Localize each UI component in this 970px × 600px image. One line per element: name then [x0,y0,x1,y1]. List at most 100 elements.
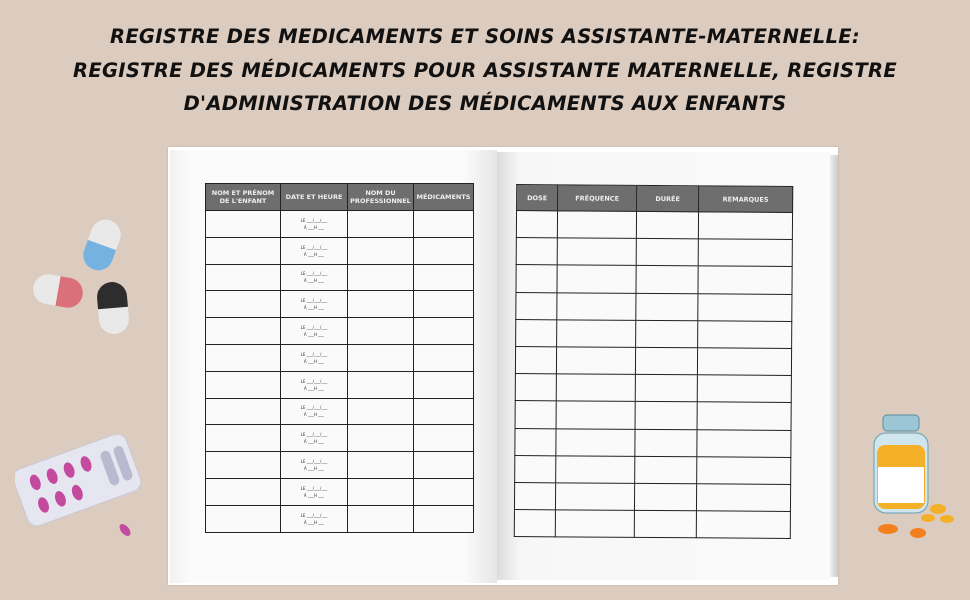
table-cell [697,402,792,430]
table-row: LE ___/___/___ À ___H ___ [205,343,474,372]
table-cell [516,210,558,239]
table-cell [556,346,636,375]
table-cell: LE ___/___/___ À ___H ___ [280,504,348,533]
table-cell [205,317,281,345]
time-line: À ___H ___ [303,439,325,445]
time-line: À ___H ___ [303,278,325,284]
table-row: LE ___/___/___ À ___H ___ [205,210,474,238]
table-cell [555,509,635,538]
table-cell [634,456,697,484]
table-row [516,237,793,267]
header-frequency: FRÉQUENCE [557,184,637,212]
table-cell [347,290,414,319]
header-dose: DOSE [516,184,558,211]
header-remarks: REMARQUES [698,185,793,213]
table-cell [697,293,792,322]
table-row [514,509,791,539]
table-row [515,292,792,322]
capsule-icon [33,219,129,334]
table-cell [635,320,698,348]
table-cell: LE ___/___/___ À ___H ___ [280,370,348,399]
table-cell [635,265,699,294]
table-cell [205,451,281,479]
table-row: LE ___/___/___ À ___H ___ [205,397,474,426]
date-line: LE ___/___/___ [300,459,328,465]
table-row [515,264,793,295]
table-cell [347,477,414,506]
date-line: LE ___/___/___ [300,378,328,384]
table-cell: LE ___/___/___ À ___H ___ [280,290,348,319]
table-cell [557,238,637,266]
table-cell [413,263,474,292]
date-line: LE ___/___/___ [300,351,328,357]
table-cell [205,370,281,399]
time-line: À ___H ___ [303,251,325,257]
table-row: LE ___/___/___ À ___H ___ [205,370,474,399]
table-cell [347,263,414,292]
table-cell [635,401,698,430]
time-line: À ___H ___ [303,519,325,525]
table-row: LE ___/___/___ À ___H ___ [205,424,474,453]
table-cell [556,265,637,293]
right-page: DOSE FRÉQUENCE DURÉE REMARQUES [497,152,830,580]
table-cell [413,477,474,506]
title-line: REGISTRE DES MÉDICAMENTS POUR ASSISTANTE… [73,58,897,82]
table-cell [413,343,474,372]
table-row: LE ___/___/___ À ___H ___ [205,504,474,533]
table-cell [515,264,558,293]
table-cell [347,317,414,345]
table-cell [514,455,556,483]
date-line: LE ___/___/___ [300,325,328,331]
table-cell [205,263,281,292]
table-cell [347,504,414,533]
table-cell [697,347,792,376]
table-cell [698,211,793,240]
page-edge [830,155,838,577]
table-cell [555,482,635,511]
date-line: LE ___/___/___ [300,217,328,223]
table-row: LE ___/___/___ À ___H ___ [205,451,474,479]
table-cell [515,400,557,429]
left-register-table: NOM ET PRÉNOM DE L'ENFANT DATE ET HEURE … [205,183,474,533]
table-cell [205,210,281,238]
table-cell [557,210,637,239]
table-cell [413,451,474,479]
pill-blister-icon [15,435,142,536]
table-row: LE ___/___/___ À ___H ___ [205,290,474,319]
title-line: REGISTRE DES MEDICAMENTS ET SOINS ASSIST… [110,25,860,48]
table-row: LE ___/___/___ À ___H ___ [205,263,474,292]
table-cell [413,424,474,453]
table-row: LE ___/___/___ À ___H ___ [205,317,474,345]
page-title: REGISTRE DES MEDICAMENTS ET SOINS ASSIST… [0,20,970,121]
table-row [514,428,792,458]
table-cell [205,343,281,372]
table-cell [697,266,793,295]
table-cell [514,428,557,456]
table-cell [698,238,793,267]
table-row [516,210,793,240]
time-line: À ___H ___ [303,492,325,498]
table-cell: LE ___/___/___ À ___H ___ [280,477,348,506]
table-cell [347,210,414,238]
table-cell [635,292,698,321]
header-child-name: NOM ET PRÉNOM DE L'ENFANT [205,183,281,211]
time-line: À ___H ___ [303,412,325,418]
table-cell [555,428,636,457]
table-cell [413,210,474,238]
date-line: LE ___/___/___ [300,432,328,438]
time-line: À ___H ___ [303,358,325,364]
time-line: À ___H ___ [303,466,325,472]
table-cell: LE ___/___/___ À ___H ___ [280,236,348,265]
table-row [514,482,791,512]
table-cell [413,397,474,426]
table-row: LE ___/___/___ À ___H ___ [205,236,474,265]
table-cell: LE ___/___/___ À ___H ___ [280,317,348,345]
table-cell [205,504,281,533]
table-cell [413,236,474,265]
open-book: NOM ET PRÉNOM DE L'ENFANT DATE ET HEURE … [168,147,838,585]
table-cell [515,319,557,347]
table-cell [556,373,636,402]
table-cell: LE ___/___/___ À ___H ___ [280,210,348,238]
table-cell [696,429,792,458]
table-cell [205,290,281,319]
